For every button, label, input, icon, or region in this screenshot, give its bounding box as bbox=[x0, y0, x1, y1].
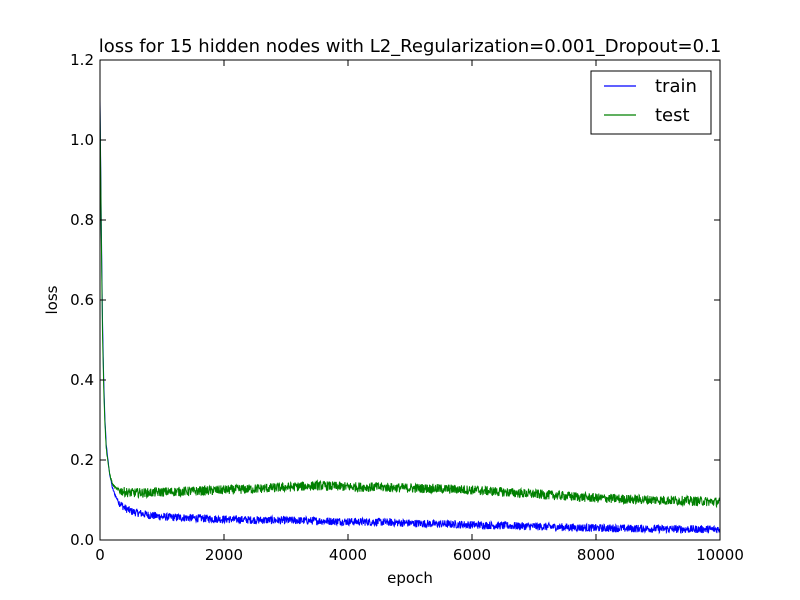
series-line-train bbox=[100, 99, 720, 535]
y-tick-label-2: 0.4 bbox=[70, 371, 94, 389]
y-tick-label-5: 1.0 bbox=[70, 131, 94, 149]
y-tick-label-4: 0.8 bbox=[70, 211, 94, 229]
x-tick-label-5: 10000 bbox=[696, 546, 744, 564]
y-tick-label-6: 1.2 bbox=[70, 51, 94, 69]
x-tick-label-3: 6000 bbox=[453, 546, 491, 564]
x-tick-label-2: 4000 bbox=[329, 546, 367, 564]
legend: train test bbox=[590, 70, 712, 135]
legend-label-train: train bbox=[655, 76, 697, 97]
legend-label-test: test bbox=[655, 105, 690, 126]
x-tick-label-4: 8000 bbox=[577, 546, 615, 564]
y-tick-label-1: 0.2 bbox=[70, 451, 94, 469]
legend-box bbox=[590, 70, 712, 135]
y-axis-label: loss bbox=[43, 285, 61, 314]
x-tick-label-0: 0 bbox=[95, 546, 105, 564]
series-line-test bbox=[100, 104, 720, 509]
chart-title: loss for 15 hidden nodes with L2_Regular… bbox=[99, 36, 722, 57]
x-axis-label: epoch bbox=[387, 569, 433, 587]
x-tick-label-1: 2000 bbox=[205, 546, 243, 564]
y-tick-label-0: 0.0 bbox=[70, 531, 94, 549]
y-tick-label-3: 0.6 bbox=[70, 291, 94, 309]
